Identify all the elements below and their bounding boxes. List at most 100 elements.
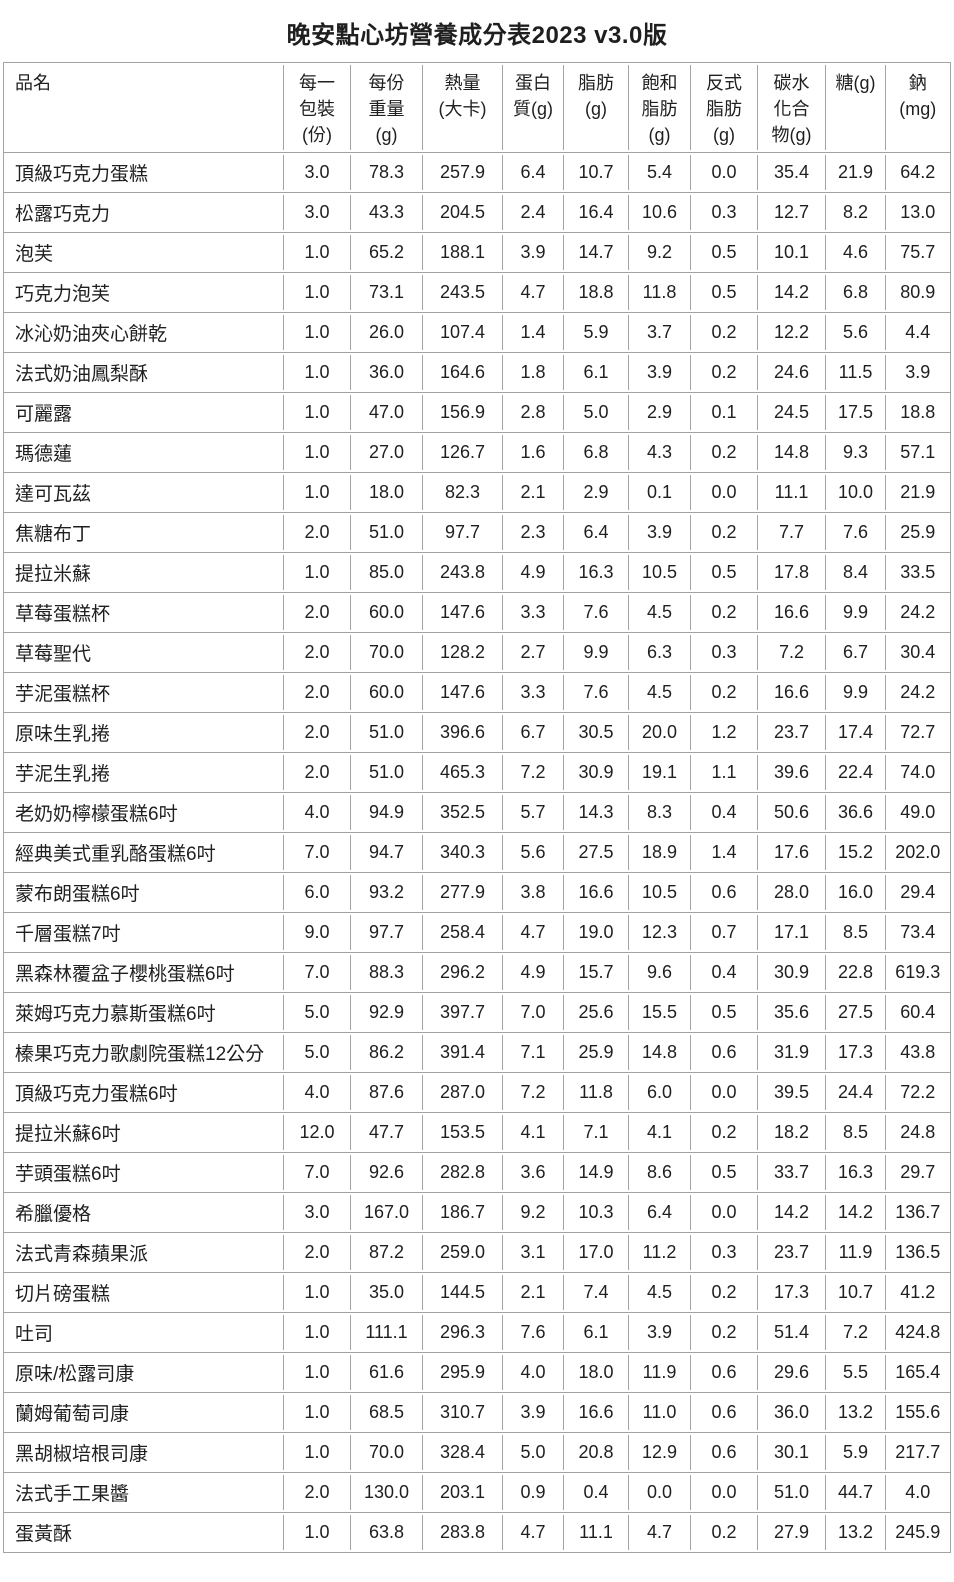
nutrition-value: 4.0: [905, 1482, 931, 1502]
nutrition-value: 0.0: [691, 1473, 758, 1513]
nutrition-value: 13.2: [826, 1393, 886, 1433]
nutrition-value: 64.2: [900, 162, 936, 182]
nutrition-value: 1.4: [691, 833, 758, 873]
table-row: 原味/松露司康 1.0 61.6 295.9 4.0 18.0 11.9 0.6 29.6 5.5…: [3, 1352, 951, 1393]
table-row: 黑森林覆盆子櫻桃蛋糕6吋 7.0 88.3 296.2 4.9 15.7 9.6 0.4 30.…: [3, 952, 951, 993]
nutrition-value: 203.1: [423, 1473, 503, 1513]
nutrition-value: 30.9: [758, 953, 826, 993]
nutrition-value: 23.7: [758, 1233, 826, 1273]
nutrition-value: 12.3: [629, 913, 691, 953]
nutrition-value: 7.0: [503, 993, 564, 1033]
nutrition-value: 18.8: [564, 273, 629, 313]
table-row: 達可瓦茲 1.0 18.0 82.3 2.1 2.9 0.1 0.0 11.1 10.0 21.9: [3, 472, 951, 513]
nutrition-value: 11.2: [629, 1233, 691, 1273]
nutrition-value: 17.4: [826, 713, 886, 753]
nutrition-value: 6.4: [564, 513, 629, 553]
nutrition-value: 1.1: [691, 753, 758, 793]
nutrition-value: 1.0: [284, 353, 351, 393]
nutrition-value: 39.6: [758, 753, 826, 793]
nutrition-value: 60.0: [351, 673, 423, 713]
nutrition-value: 0.2: [691, 313, 758, 353]
nutrition-value: 30.5: [564, 713, 629, 753]
product-name: 瑪德蓮: [4, 433, 284, 473]
nutrition-value: 2.0: [284, 713, 351, 753]
product-name: 提拉米蘇6吋: [4, 1113, 284, 1153]
nutrition-value: 2.1: [503, 473, 564, 513]
nutrition-value: 7.0: [284, 833, 351, 873]
nutrition-value: 35.6: [758, 993, 826, 1033]
product-name: 芋頭蛋糕6吋: [4, 1153, 284, 1193]
nutrition-value: 21.9: [900, 482, 936, 502]
nutrition-value: 0.6: [691, 1353, 758, 1393]
nutrition-value: 2.0: [284, 753, 351, 793]
nutrition-value: 63.8: [351, 1513, 423, 1553]
nutrition-value: 2.9: [564, 473, 629, 513]
product-name: 頂級巧克力蛋糕6吋: [4, 1073, 284, 1113]
table-row: 希臘優格 3.0 167.0 186.7 9.2 10.3 6.4 0.0 14.2 14.2 13…: [3, 1192, 951, 1233]
nutrition-value: 1.0: [284, 1273, 351, 1313]
nutrition-value: 6.4: [629, 1193, 691, 1233]
nutrition-value: 4.5: [629, 593, 691, 633]
nutrition-value: 88.3: [351, 953, 423, 993]
nutrition-value: 295.9: [423, 1353, 503, 1393]
nutrition-value: 25.9: [564, 1033, 629, 1073]
nutrition-value: 1.8: [503, 353, 564, 393]
nutrition-value: 41.2: [900, 1282, 936, 1302]
nutrition-value: 21.9: [826, 153, 886, 193]
nutrition-value: 4.9: [503, 953, 564, 993]
nutrition-value: 396.6: [423, 713, 503, 753]
nutrition-value: 4.1: [503, 1113, 564, 1153]
product-name: 希臘優格: [4, 1193, 284, 1233]
nutrition-value: 4.1: [629, 1113, 691, 1153]
table-row: 榛果巧克力歌劇院蛋糕12公分 5.0 86.2 391.4 7.1 25.9 14.8 0.6…: [3, 1032, 951, 1073]
nutrition-value: 4.7: [629, 1513, 691, 1553]
nutrition-value: 29.4: [900, 882, 936, 902]
nutrition-value: 60.0: [351, 593, 423, 633]
nutrition-value: 10.3: [564, 1193, 629, 1233]
nutrition-value: 465.3: [423, 753, 503, 793]
nutrition-value: 164.6: [423, 353, 503, 393]
table-row: 瑪德蓮 1.0 27.0 126.7 1.6 6.8 4.3 0.2 14.8 9.3 57.1: [3, 432, 951, 473]
nutrition-value: 22.4: [826, 753, 886, 793]
nutrition-value: 5.5: [826, 1353, 886, 1393]
product-name: 達可瓦茲: [4, 473, 284, 513]
nutrition-value: 12.9: [629, 1433, 691, 1473]
nutrition-value: 8.4: [826, 553, 886, 593]
nutrition-value: 397.7: [423, 993, 503, 1033]
nutrition-value: 82.3: [423, 473, 503, 513]
product-name: 老奶奶檸檬蛋糕6吋: [4, 793, 284, 833]
nutrition-value: 92.9: [351, 993, 423, 1033]
product-name: 泡芙: [4, 233, 284, 273]
nutrition-value: 2.0: [284, 633, 351, 673]
nutrition-value: 18.0: [351, 473, 423, 513]
product-name: 榛果巧克力歌劇院蛋糕12公分: [4, 1033, 284, 1073]
nutrition-value: 111.1: [351, 1313, 423, 1353]
nutrition-value: 10.7: [564, 153, 629, 193]
product-name: 吐司: [4, 1313, 284, 1353]
nutrition-value: 156.9: [423, 393, 503, 433]
nutrition-value: 7.1: [503, 1033, 564, 1073]
product-name: 芋泥生乳捲: [4, 753, 284, 793]
nutrition-value: 24.4: [826, 1073, 886, 1113]
nutrition-value: 2.0: [284, 1233, 351, 1273]
nutrition-value: 2.8: [503, 393, 564, 433]
nutrition-value: 0.2: [691, 433, 758, 473]
nutrition-value: 1.6: [503, 433, 564, 473]
nutrition-value: 2.4: [503, 193, 564, 233]
nutrition-value: 1.0: [284, 1313, 351, 1353]
nutrition-value: 26.0: [351, 313, 423, 353]
nutrition-value: 27.5: [564, 833, 629, 873]
nutrition-value: 7.0: [284, 953, 351, 993]
nutrition-value: 9.9: [826, 673, 886, 713]
nutrition-value: 391.4: [423, 1033, 503, 1073]
nutrition-value: 153.5: [423, 1113, 503, 1153]
nutrition-value: 94.9: [351, 793, 423, 833]
nutrition-value: 287.0: [423, 1073, 503, 1113]
nutrition-value: 0.9: [503, 1473, 564, 1513]
nutrition-value: 13.2: [826, 1513, 886, 1553]
nutrition-value: 8.5: [826, 913, 886, 953]
nutrition-value: 87.2: [351, 1233, 423, 1273]
nutrition-value: 7.2: [758, 633, 826, 673]
nutrition-value: 155.6: [895, 1402, 941, 1422]
nutrition-value: 6.0: [284, 873, 351, 913]
